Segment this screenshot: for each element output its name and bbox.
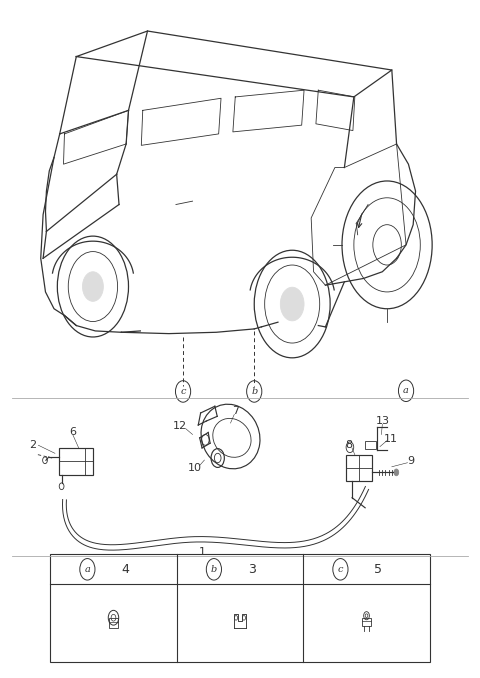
Text: b: b xyxy=(211,565,217,574)
Text: 4: 4 xyxy=(121,563,129,576)
Circle shape xyxy=(394,469,399,476)
Bar xyxy=(109,618,118,628)
Text: 1: 1 xyxy=(199,547,205,557)
Bar xyxy=(365,441,376,449)
Text: 9: 9 xyxy=(407,456,414,466)
Text: 3: 3 xyxy=(248,563,256,576)
Text: b: b xyxy=(251,387,257,396)
Text: 5: 5 xyxy=(374,563,383,576)
Text: c: c xyxy=(337,565,343,574)
Text: a: a xyxy=(403,386,409,395)
Text: 7: 7 xyxy=(232,406,239,416)
Text: a: a xyxy=(84,565,90,574)
Text: c: c xyxy=(180,387,186,396)
Circle shape xyxy=(83,272,103,301)
Text: 12: 12 xyxy=(173,422,187,431)
Text: 13: 13 xyxy=(375,416,389,426)
Text: 6: 6 xyxy=(70,426,76,437)
Text: 10: 10 xyxy=(188,463,202,473)
Bar xyxy=(346,456,372,481)
Text: 8: 8 xyxy=(346,440,353,450)
Bar xyxy=(50,554,430,662)
Bar xyxy=(59,448,94,475)
Bar xyxy=(362,618,371,626)
Text: 2: 2 xyxy=(29,440,36,450)
Text: 11: 11 xyxy=(384,433,398,443)
Circle shape xyxy=(280,287,304,321)
